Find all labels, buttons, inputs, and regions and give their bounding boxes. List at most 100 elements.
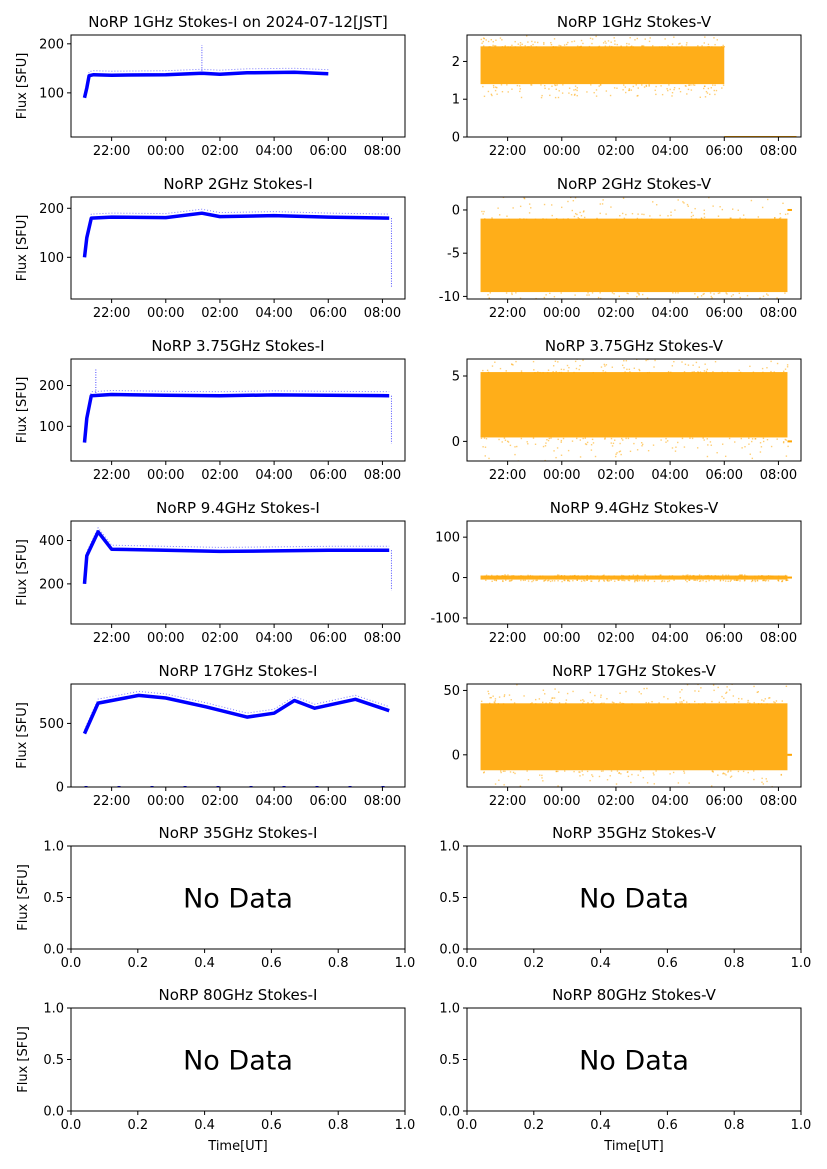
x-tick-label: 08:00: [364, 794, 401, 809]
data-point: [705, 303, 706, 304]
data-point: [677, 782, 680, 784]
data-point: [576, 45, 579, 47]
data-point: [627, 775, 630, 778]
data-point: [774, 216, 776, 219]
data-point: [676, 46, 678, 48]
data-point: [696, 447, 699, 449]
data-point: [491, 217, 493, 219]
data-point: [781, 700, 783, 702]
data-point: [762, 783, 765, 785]
data-point: [566, 364, 569, 367]
data-point: [778, 217, 781, 220]
data-point: [645, 85, 648, 87]
axes-frame: [466, 196, 802, 300]
data-point: [589, 691, 592, 694]
data-point: [782, 441, 785, 444]
data-point: [563, 574, 566, 577]
data-point: [493, 45, 496, 47]
data-point: [524, 579, 526, 582]
panel-i1: NoRP 1GHz Stokes-I on 2024-07-12[JST] 22:…: [15, 13, 406, 159]
data-point: [560, 368, 563, 371]
data-point: [487, 371, 490, 374]
axes-frame: [70, 358, 406, 462]
data-point: [628, 43, 630, 45]
data-point: [555, 46, 557, 48]
data-point: [701, 217, 703, 220]
data-point: [544, 84, 546, 87]
data-point: [618, 451, 621, 453]
data-point: [482, 369, 484, 372]
data-point: [541, 774, 543, 777]
data-point: [550, 42, 552, 44]
data-point: [515, 292, 517, 294]
data-point: [640, 790, 641, 791]
x-tick-label: 0.4: [590, 956, 611, 971]
data-point: [691, 371, 693, 373]
data-point: [494, 702, 496, 704]
x-tick-label: 0.2: [523, 1118, 544, 1133]
data-point: [503, 437, 506, 439]
data-point: [480, 700, 483, 703]
data-point: [712, 84, 714, 86]
data-point: [723, 45, 726, 48]
data-point: [483, 771, 485, 773]
x-tick-label: 04:00: [651, 794, 688, 809]
data-point: [713, 89, 715, 92]
x-tick-label: 08:00: [364, 631, 401, 646]
data-point: [495, 45, 497, 47]
data-point: [556, 574, 559, 576]
data-point: [592, 371, 594, 374]
data-point: [622, 579, 624, 582]
data-point: [741, 447, 743, 449]
data-point: [683, 446, 686, 448]
data-point: [630, 45, 633, 47]
data-point: [510, 699, 512, 701]
data-point: [718, 701, 720, 704]
x-tick-label: 04:00: [255, 468, 292, 483]
data-point: [547, 439, 550, 442]
data-point: [598, 580, 600, 583]
data-point: [542, 689, 545, 691]
data-point: [567, 579, 569, 582]
data-point: [506, 84, 508, 86]
data-point: [729, 580, 732, 582]
data-point: [699, 96, 701, 99]
data-point: [552, 365, 555, 367]
data-point: [579, 46, 582, 48]
data-point: [522, 579, 525, 582]
data-point: [635, 575, 637, 577]
data-point: [507, 441, 510, 443]
data-band: [480, 703, 788, 771]
data-point: [762, 295, 765, 298]
data-point: [686, 580, 688, 583]
data-point: [499, 770, 502, 772]
data-point: [785, 685, 788, 688]
data-point: [690, 215, 693, 218]
data-point: [662, 575, 664, 577]
data-point: [492, 44, 494, 47]
data-point: [573, 40, 576, 42]
data-point: [540, 84, 542, 86]
data-point: [568, 87, 571, 89]
data-point: [603, 574, 605, 576]
plot-area: [480, 684, 792, 791]
data-point: [703, 42, 705, 44]
data-point: [652, 575, 654, 577]
x-tick-label: 04:00: [255, 794, 292, 809]
data-point: [630, 89, 633, 91]
data-point: [507, 574, 509, 576]
data-point: [565, 301, 566, 302]
data-point: [512, 207, 514, 209]
data-point: [520, 371, 523, 374]
axes-frame: [466, 520, 802, 625]
data-point: [616, 87, 618, 89]
y-tick-label: 1.0: [43, 840, 64, 855]
data-point: [565, 702, 567, 704]
axes-frame: [466, 358, 802, 462]
data-point: [569, 575, 572, 577]
data-point: [528, 356, 529, 357]
data-point: [638, 368, 640, 371]
data-point: [568, 580, 571, 582]
data-point: [721, 695, 723, 698]
data-point: [730, 775, 733, 777]
